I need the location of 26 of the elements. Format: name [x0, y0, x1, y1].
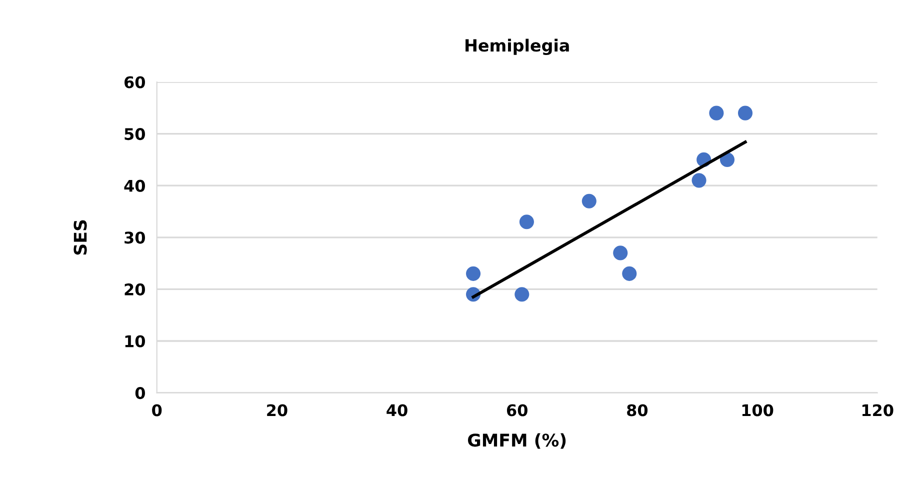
point [613, 246, 628, 260]
y-tick-label: 40 [124, 180, 145, 192]
y-tick-label: 0 [135, 387, 145, 400]
point [692, 173, 706, 188]
x-axis-title: GMFM (%) [468, 433, 566, 449]
y-tick-label: 20 [124, 283, 145, 296]
point [709, 106, 724, 120]
x-tick-label: 120 [862, 404, 894, 416]
y-tick-label: 10 [125, 335, 145, 348]
point [514, 287, 530, 302]
chart-title: Hemiplegia [466, 38, 569, 56]
x-tick-label: 80 [627, 404, 648, 416]
x-tick-label: 20 [267, 404, 288, 416]
point [582, 194, 596, 208]
y-tick-label: 50 [124, 128, 145, 140]
x-tick-label: 40 [386, 404, 408, 416]
y-tick-label: 60 [124, 76, 145, 88]
y-axis-title: SES [74, 220, 87, 255]
x-tick-label: 0 [152, 404, 162, 416]
x-tick-label: 60 [506, 404, 528, 416]
point [622, 266, 637, 281]
point [738, 106, 753, 120]
point [466, 266, 481, 281]
x-tick-label: 100 [742, 404, 774, 416]
point [519, 214, 534, 230]
y-tick-label: 30 [124, 232, 145, 244]
